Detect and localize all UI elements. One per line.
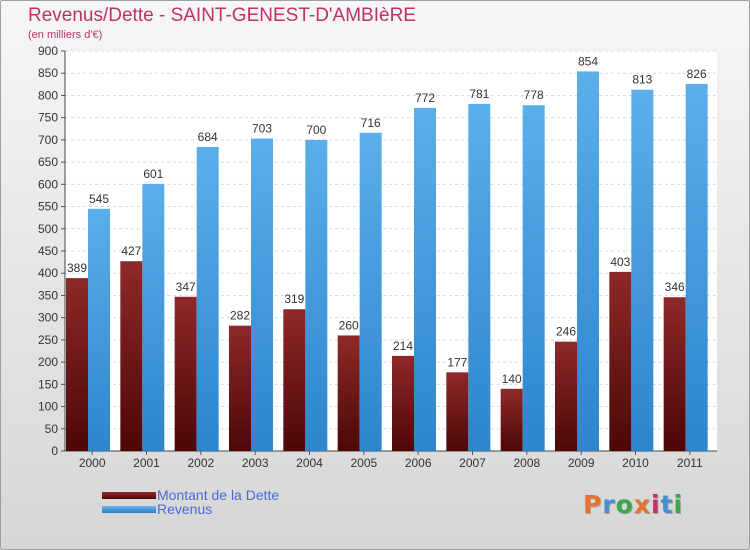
y-tick-label: 900 [38, 44, 58, 58]
y-tick-label: 200 [38, 355, 58, 369]
bar-dette [555, 341, 577, 451]
data-label: 601 [143, 167, 163, 181]
bar-revenus [196, 147, 219, 451]
data-label: 282 [230, 309, 250, 323]
y-tick-label: 700 [38, 133, 58, 147]
x-tick-label: 2002 [187, 456, 214, 470]
data-label: 716 [361, 116, 381, 130]
data-label: 781 [469, 87, 489, 101]
logo-letter: i [673, 490, 684, 519]
logo-letter: r [602, 490, 616, 519]
data-label: 177 [447, 355, 467, 369]
y-tick-label: 750 [38, 111, 58, 125]
y-tick-label: 450 [38, 244, 58, 258]
data-label: 246 [556, 325, 576, 339]
y-tick-label: 850 [38, 66, 58, 80]
data-label: 140 [502, 372, 522, 386]
y-tick-label: 150 [38, 377, 58, 391]
bar-dette [283, 309, 306, 451]
y-tick-label: 650 [38, 155, 58, 169]
legend-label-dette: Montant de la Dette [157, 487, 280, 503]
bar-revenus [359, 132, 382, 451]
bar-revenus [414, 107, 436, 451]
bar-dette [66, 278, 88, 451]
data-label: 214 [393, 339, 413, 353]
data-label: 427 [121, 244, 141, 258]
bar-dette [500, 388, 523, 451]
data-label: 684 [198, 130, 218, 144]
logo-letter: P [583, 490, 603, 519]
data-label: 772 [415, 91, 435, 105]
y-tick-label: 800 [38, 88, 58, 102]
data-label: 826 [687, 67, 707, 81]
proxiti-logo: Proxiti [583, 490, 683, 519]
y-tick-label: 550 [38, 200, 58, 214]
data-label: 319 [284, 292, 304, 306]
data-label: 346 [665, 280, 685, 294]
chart-subtitle: (en milliers d'€) [28, 29, 103, 41]
bar-dette [446, 372, 469, 451]
bar-dette [392, 355, 414, 451]
y-tick-label: 100 [38, 400, 58, 414]
data-label: 703 [252, 122, 272, 136]
data-label: 700 [306, 123, 326, 137]
bar-revenus [88, 208, 110, 451]
x-tick-label: 2009 [568, 456, 595, 470]
bar-dette [229, 325, 251, 451]
logo-letter: o [615, 490, 634, 519]
bar-revenus [577, 71, 599, 451]
x-tick-label: 2007 [459, 456, 486, 470]
x-tick-label: 2005 [350, 456, 377, 470]
bar-revenus [468, 103, 491, 451]
bar-revenus [305, 139, 328, 451]
y-tick-label: 50 [45, 422, 59, 436]
logo-letter: t [660, 490, 674, 519]
bar-dette [337, 335, 360, 451]
data-label: 403 [610, 255, 630, 269]
y-tick-label: 400 [38, 266, 58, 280]
bar-dette [174, 296, 197, 451]
x-tick-label: 2001 [133, 456, 160, 470]
bar-revenus [685, 83, 708, 451]
bar-revenus [522, 105, 545, 451]
bar-revenus [251, 138, 273, 452]
bar-revenus [631, 89, 654, 452]
data-label: 813 [632, 73, 652, 87]
data-label: 854 [578, 54, 598, 68]
x-tick-label: 2006 [405, 456, 432, 470]
legend-label-revenus: Revenus [157, 501, 213, 517]
y-tick-label: 350 [38, 288, 58, 302]
legend-swatch-dette [102, 492, 156, 499]
legend-swatch-revenus [102, 506, 156, 513]
data-label: 778 [524, 88, 544, 102]
bar-dette [120, 261, 143, 451]
data-label: 545 [89, 192, 109, 206]
x-tick-label: 2003 [242, 456, 269, 470]
x-tick-label: 2011 [677, 456, 703, 470]
y-tick-label: 600 [38, 177, 58, 191]
logo-letter: x [633, 490, 651, 519]
y-tick-label: 250 [38, 333, 58, 347]
x-tick-label: 2008 [513, 456, 540, 470]
y-tick-label: 500 [38, 222, 58, 236]
y-tick-label: 300 [38, 311, 58, 325]
data-label: 389 [67, 261, 87, 275]
chart-title: Revenus/Dette - SAINT-GENEST-D'AMBIèRE [28, 5, 416, 26]
bar-dette [663, 297, 686, 451]
data-label: 260 [339, 318, 359, 332]
bar-revenus [142, 183, 165, 451]
data-label: 347 [176, 280, 196, 294]
logo-letter: i [651, 490, 661, 519]
x-tick-label: 2010 [622, 456, 649, 470]
bar-dette [609, 271, 632, 451]
x-tick-label: 2000 [79, 456, 106, 470]
y-tick-label: 0 [51, 444, 58, 458]
x-tick-label: 2004 [296, 456, 323, 470]
